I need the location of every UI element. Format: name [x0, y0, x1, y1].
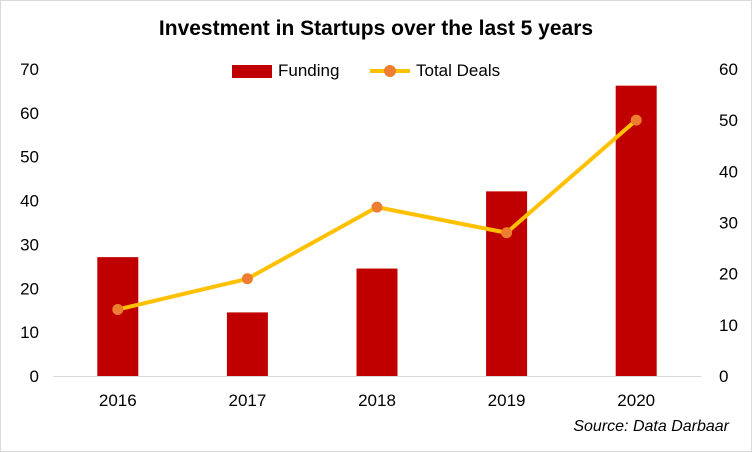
legend-swatch-funding [232, 64, 272, 78]
point-total-deals [241, 273, 253, 285]
legend-label-funding: Funding [278, 61, 340, 80]
y-left-tick-label: 10 [20, 323, 39, 342]
legend-swatch-total-deals [370, 61, 410, 81]
y-right-tick-label: 0 [719, 367, 728, 386]
bar-funding [97, 257, 139, 376]
x-tick-label: 2020 [617, 391, 655, 410]
point-total-deals [112, 303, 124, 315]
legend-item-funding: Funding [232, 61, 339, 81]
bar-funding [356, 268, 398, 376]
point-total-deals [501, 227, 513, 239]
y-right-tick-label: 30 [719, 214, 738, 233]
y-left-tick-label: 30 [20, 235, 39, 254]
chart-title: Investment in Startups over the last 5 y… [158, 17, 594, 40]
legend-item-total-deals: Total Deals [370, 61, 500, 81]
point-total-deals [630, 114, 642, 126]
bar-funding [226, 312, 268, 376]
y-right-tick-label: 50 [719, 111, 738, 130]
y-right-tick-label: 40 [719, 162, 738, 181]
x-tick-label: 2018 [358, 391, 396, 410]
y-left-tick-label: 60 [20, 104, 39, 123]
bar-funding [615, 85, 657, 376]
source-note: Source: Data Darbaar [573, 418, 729, 435]
y-left-tick-label: 20 [20, 279, 39, 298]
y-left-tick-label: 70 [20, 60, 39, 79]
y-right-tick-label: 60 [719, 60, 738, 79]
x-tick-label: 2019 [488, 391, 526, 410]
y-right-tick-label: 20 [719, 265, 738, 284]
y-left-tick-label: 0 [30, 367, 39, 386]
y-right-tick-label: 10 [719, 316, 738, 335]
y-left-tick-label: 40 [20, 192, 39, 211]
legend-label-total-deals: Total Deals [416, 61, 501, 80]
x-tick-label: 2017 [228, 391, 266, 410]
y-left-tick-label: 50 [20, 148, 39, 167]
x-tick-label: 2016 [99, 391, 137, 410]
point-total-deals [371, 201, 383, 213]
chart-legend: Funding Total Deals [1, 61, 751, 85]
